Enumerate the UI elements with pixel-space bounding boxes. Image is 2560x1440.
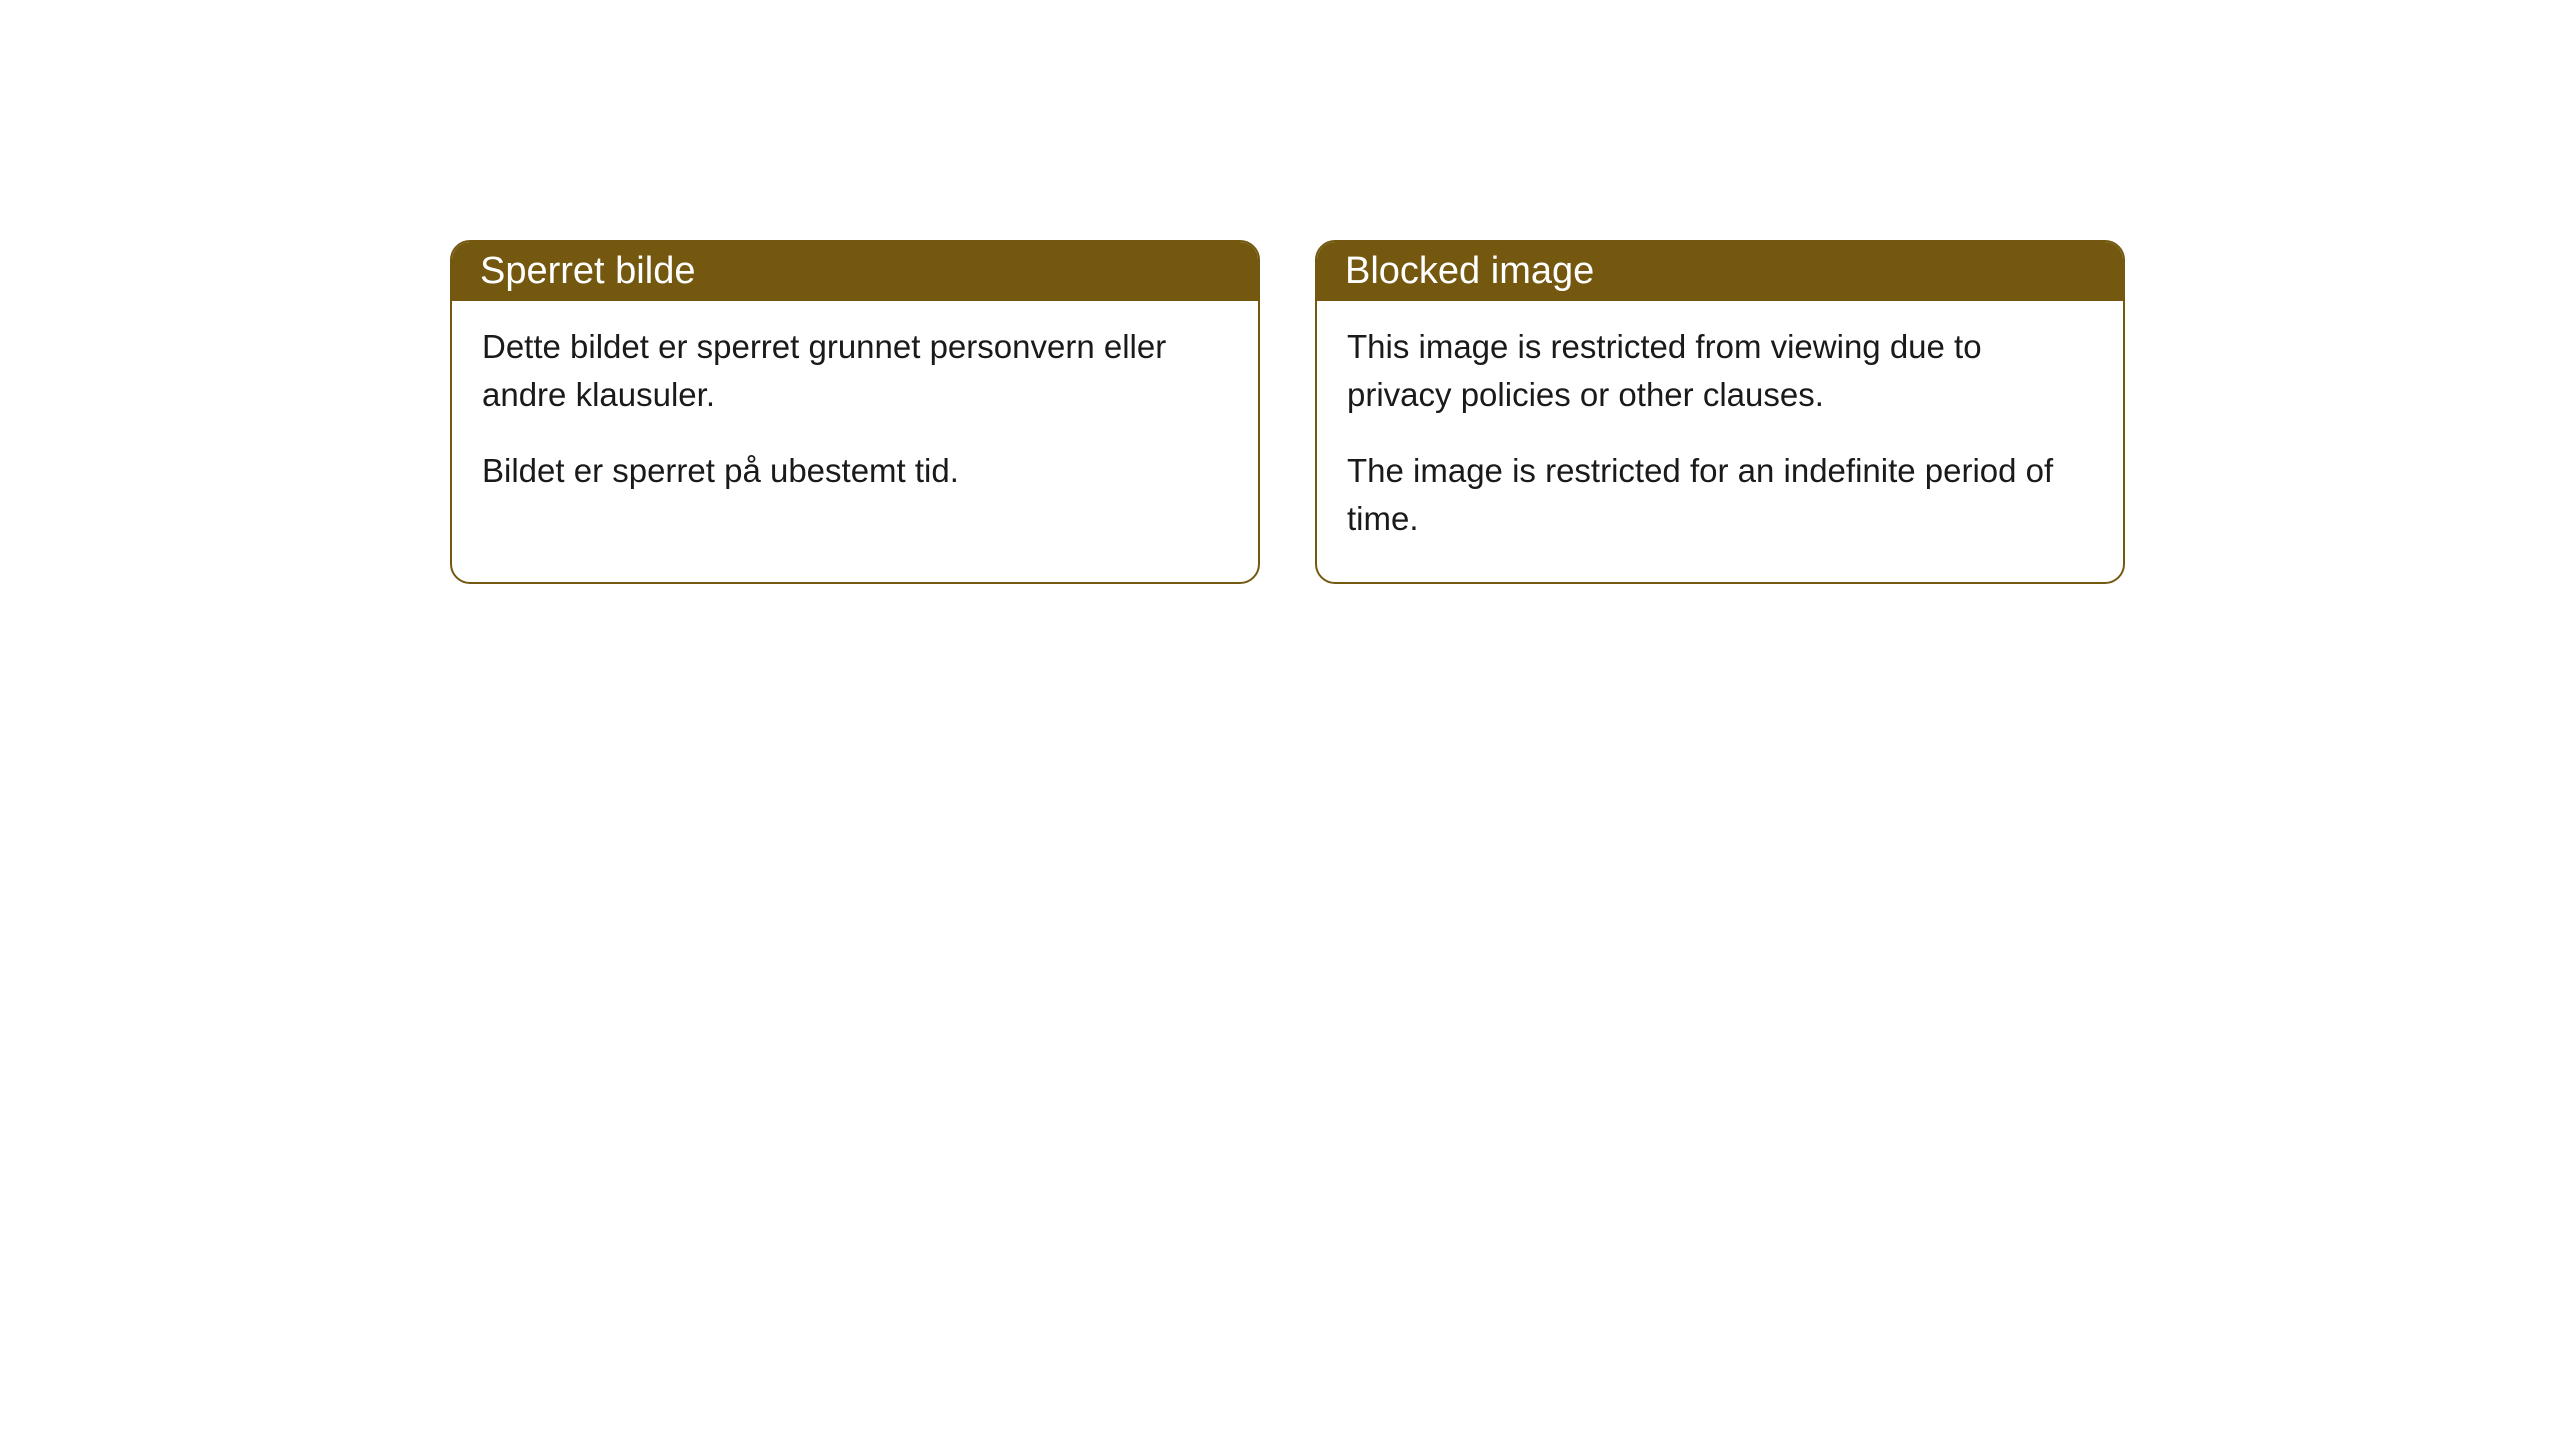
card-header-norwegian: Sperret bilde bbox=[452, 242, 1258, 301]
notice-card-english: Blocked image This image is restricted f… bbox=[1315, 240, 2125, 584]
notice-cards-container: Sperret bilde Dette bildet er sperret gr… bbox=[450, 240, 2125, 584]
card-header-english: Blocked image bbox=[1317, 242, 2123, 301]
notice-text-line2: Bildet er sperret på ubestemt tid. bbox=[482, 447, 1228, 495]
card-body-english: This image is restricted from viewing du… bbox=[1317, 301, 2123, 582]
notice-text-line2: The image is restricted for an indefinit… bbox=[1347, 447, 2093, 543]
card-body-norwegian: Dette bildet er sperret grunnet personve… bbox=[452, 301, 1258, 535]
notice-text-line1: Dette bildet er sperret grunnet personve… bbox=[482, 323, 1228, 419]
notice-card-norwegian: Sperret bilde Dette bildet er sperret gr… bbox=[450, 240, 1260, 584]
notice-text-line1: This image is restricted from viewing du… bbox=[1347, 323, 2093, 419]
